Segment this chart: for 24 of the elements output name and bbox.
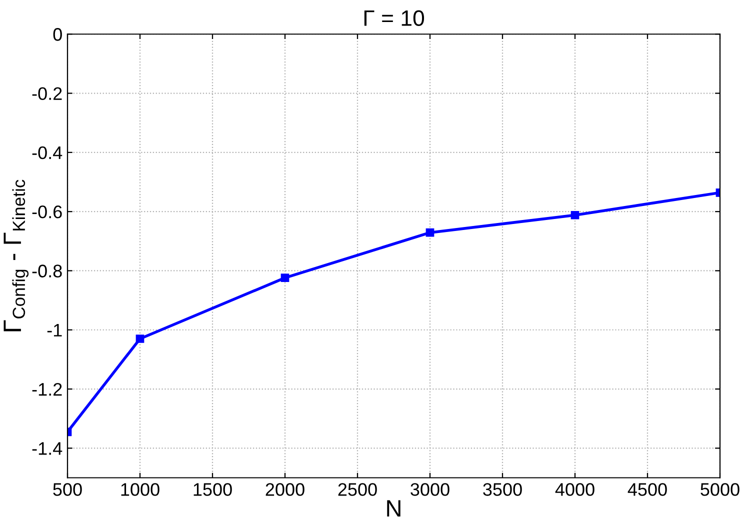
x-tick-label: 3500 (483, 483, 522, 496)
x-axis-title: N (387, 500, 400, 517)
x-tick-label: 2000 (266, 483, 304, 496)
point (426, 228, 434, 237)
chart-title: Γ = 10 (364, 10, 424, 26)
y-tick-label: -0.2 (32, 87, 62, 100)
point (570, 210, 580, 220)
y-tick-label: -1 (47, 324, 62, 336)
y-axis-title: Γ$_{Config}$ - Γ$_{Kinetic}$ (4, 180, 29, 332)
y-tick-label: -0.8 (32, 264, 62, 278)
x-tick-label: 3000 (410, 483, 450, 496)
x-tick-label: 1000 (121, 483, 160, 496)
y-tick-label: -1.2 (32, 382, 62, 396)
x-tick-label: 4500 (628, 483, 667, 496)
y-tick-label: -1.4 (32, 442, 62, 455)
y-tick-label: 0 (53, 28, 62, 41)
x-tick-label: 500 (53, 483, 82, 496)
y-tick-label: -0.4 (32, 146, 62, 160)
x-tick-label: 1500 (194, 483, 232, 496)
y-tick-label: -0.6 (32, 206, 62, 218)
x-tick-label: 5000 (700, 483, 740, 496)
point (280, 274, 290, 282)
x-tick-label: 2500 (338, 483, 377, 496)
x-tick-label: 4000 (555, 483, 594, 496)
